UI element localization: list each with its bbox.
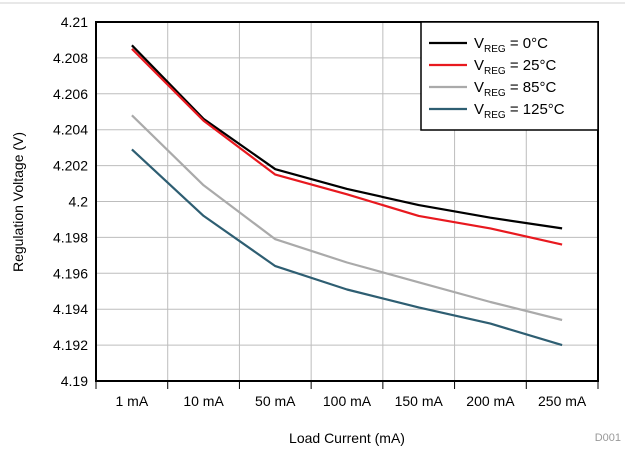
y-tick-label: 4.192 [53,337,88,353]
x-tick-label: 150 mA [395,393,444,409]
y-tick-label: 4.204 [53,122,88,138]
y-tick-label: 4.208 [53,50,88,66]
x-tick-label: 200 mA [466,393,515,409]
y-tick-label: 4.196 [53,265,88,281]
series-line-1 [131,48,563,246]
legend-item-3: VREG = 125°C [429,101,565,121]
legend-item-2: VREG = 85°C [429,79,556,99]
series-line-3 [131,148,563,347]
series-lines [131,44,563,347]
legend-item-0: VREG = 0°C [429,35,548,55]
y-tick-label: 4.19 [61,373,88,389]
x-axis-ticks [95,381,599,389]
y-tick-label: 4.206 [53,86,88,102]
y-tick-label: 4.21 [61,14,88,30]
y-tick-label: 4.2 [69,194,89,210]
y-axis-tick-labels: 4.19 4.192 4.194 4.196 4.198 4.2 4.202 4.204 4.2… [53,14,88,389]
y-tick-label: 4.198 [53,229,88,245]
x-tick-label: 250 mA [538,393,587,409]
plot-frame [95,21,599,382]
legend-box [420,21,599,131]
x-tick-label: 1 mA [116,393,149,409]
legend-label: VREG = 0°C [474,35,548,55]
y-axis-title: Regulation Voltage (V) [10,132,26,272]
x-axis-title: Load Current (mA) [289,430,405,446]
y-tick-label: 4.202 [53,158,88,174]
legend-label: VREG = 25°C [474,57,556,77]
x-tick-label: 10 mA [183,393,224,409]
figure-id: D001 [595,432,621,444]
legend-label: VREG = 125°C [474,101,565,121]
x-tick-label: 100 mA [323,393,372,409]
series-line-2 [131,114,563,322]
series-line-0 [131,44,563,230]
y-tick-label: 4.194 [53,301,88,317]
x-axis-tick-labels: 1 mA 10 mA 50 mA 100 mA 150 mA 200 mA 250 mA [116,393,587,409]
legend-label: VREG = 85°C [474,79,556,99]
legend-item-1: VREG = 25°C [429,57,556,77]
x-tick-label: 50 mA [255,393,296,409]
